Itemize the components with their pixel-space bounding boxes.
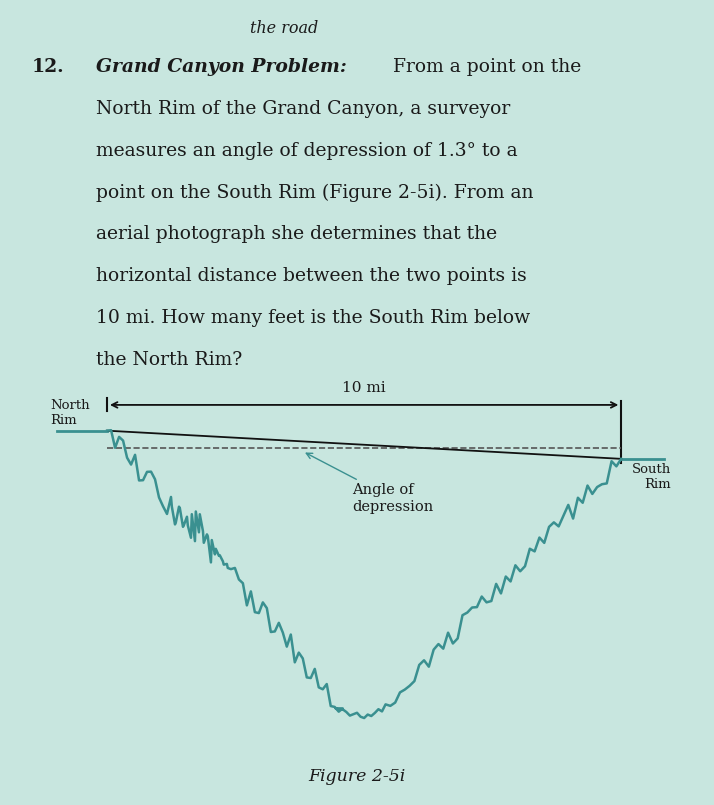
Text: point on the South Rim (Figure 2-5i). From an: point on the South Rim (Figure 2-5i). Fr… xyxy=(96,184,534,201)
Text: From a point on the: From a point on the xyxy=(393,58,581,76)
Text: 12.: 12. xyxy=(32,58,65,76)
Text: the North Rim?: the North Rim? xyxy=(96,351,243,369)
Text: North Rim of the Grand Canyon, a surveyor: North Rim of the Grand Canyon, a surveyo… xyxy=(96,100,511,118)
Text: Angle of
depression: Angle of depression xyxy=(306,453,433,514)
Text: North
Rim: North Rim xyxy=(50,398,89,427)
Text: Grand Canyon Problem:: Grand Canyon Problem: xyxy=(96,58,347,76)
Text: aerial photograph she determines that the: aerial photograph she determines that th… xyxy=(96,225,498,243)
Text: the road: the road xyxy=(250,20,318,37)
Text: measures an angle of depression of 1.3° to a: measures an angle of depression of 1.3° … xyxy=(96,142,518,159)
Text: horizontal distance between the two points is: horizontal distance between the two poin… xyxy=(96,267,527,285)
Text: 10 mi: 10 mi xyxy=(342,382,386,395)
Text: Figure 2-5i: Figure 2-5i xyxy=(308,768,406,785)
Text: 10 mi. How many feet is the South Rim below: 10 mi. How many feet is the South Rim be… xyxy=(96,309,531,327)
Text: South
Rim: South Rim xyxy=(632,463,671,491)
